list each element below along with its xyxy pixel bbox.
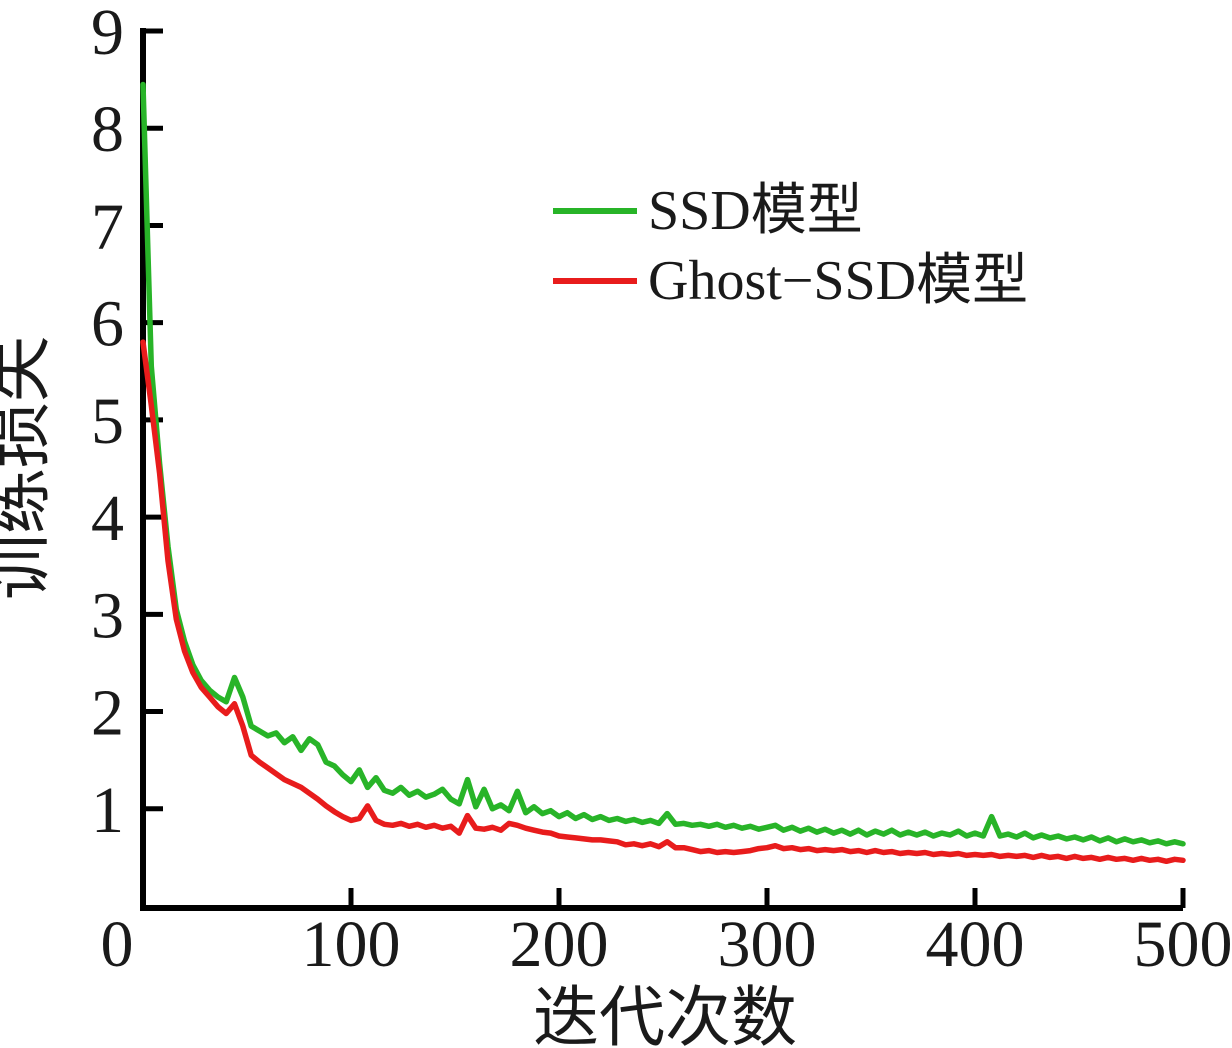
x-axis-ticks	[140, 888, 1186, 908]
ghost-ssd-loss-line	[140, 339, 1186, 865]
x-tick-label: 300	[718, 908, 817, 981]
y-tick-label: 4	[91, 482, 124, 555]
axis-spines	[140, 28, 1183, 911]
y-tick-label: 6	[91, 288, 124, 361]
x-tick-label: 100	[302, 908, 401, 981]
y-tick-label: 3	[91, 579, 124, 652]
y-tick-label: 7	[91, 190, 124, 263]
series-lines	[140, 81, 1186, 865]
y-tick-label: 1	[91, 774, 124, 847]
x-axis-title: 迭代次数	[533, 982, 797, 1048]
y-axis-tick-labels: 1 2 3 4 5 6 7 8 9	[91, 0, 124, 847]
y-tick-label: 9	[91, 0, 124, 69]
y-axis-title: 训练损失	[0, 336, 57, 600]
y-tick-label: 5	[91, 385, 124, 458]
y-tick-label: 2	[91, 677, 124, 750]
x-tick-label: 500	[1134, 908, 1232, 981]
ssd-loss-line	[140, 81, 1186, 847]
legend: SSD模型 Ghost−SSD模型	[553, 180, 1028, 312]
x-tick-label: 0	[101, 908, 134, 981]
x-tick-label: 400	[926, 908, 1025, 981]
x-axis-tick-labels: 0 100 200 300 400 500	[101, 908, 1232, 981]
legend-label-ssd: SSD模型	[648, 180, 863, 242]
x-tick-label: 200	[510, 908, 609, 981]
axes: 1 2 3 4 5 6 7 8 9 0 100 200 300 400 500	[91, 0, 1232, 981]
y-tick-label: 8	[91, 93, 124, 166]
legend-label-ghost-ssd: Ghost−SSD模型	[648, 250, 1028, 312]
